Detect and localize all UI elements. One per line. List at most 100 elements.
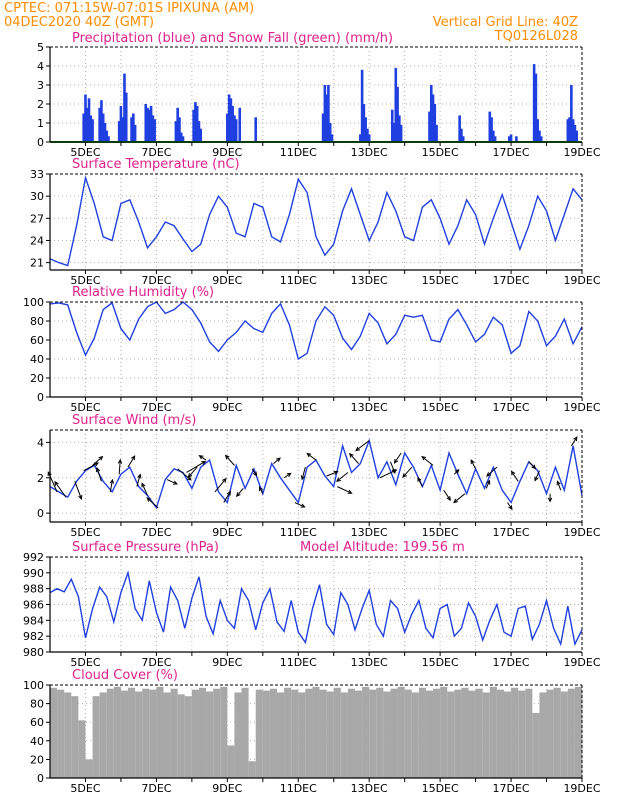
- precip-bar: [321, 113, 325, 142]
- xtick-label: 19DEC: [563, 401, 600, 414]
- wind-vector-head: [276, 457, 281, 462]
- wind-vector: [301, 467, 306, 480]
- wind-vector: [306, 453, 317, 461]
- ytick-label: 33: [30, 168, 44, 181]
- xtick-label: 7DEC: [141, 526, 171, 539]
- cloud-bar: [177, 694, 185, 778]
- cloud-bar: [262, 690, 270, 778]
- cloud-bar: [198, 687, 207, 778]
- ytick-label: 60: [30, 334, 44, 347]
- wind-vector-head: [201, 460, 207, 466]
- wind-vector-head: [531, 464, 537, 470]
- wind-vector: [214, 478, 227, 493]
- ytick-label: 5: [37, 41, 44, 54]
- wind-vector-head: [573, 436, 578, 442]
- precip-bar: [146, 107, 149, 142]
- xtick-label: 9DEC: [212, 526, 242, 539]
- precip-bar: [460, 128, 463, 142]
- panel-title: Precipitation (blue) and Snow Fall (gree…: [72, 31, 393, 46]
- wind-vector-head: [146, 497, 152, 502]
- wind-vector: [188, 466, 198, 478]
- wind-vector-head: [78, 494, 83, 500]
- wind-vector: [570, 436, 578, 447]
- xtick-label: 17DEC: [493, 526, 530, 539]
- precip-bar: [178, 117, 181, 142]
- wind-vector: [136, 474, 141, 487]
- precip-bar: [192, 109, 195, 142]
- ytick-label: 80: [30, 315, 44, 328]
- cloud-bar: [57, 689, 65, 778]
- wind-vector-head: [187, 473, 193, 478]
- xtick-label: 15DEC: [422, 146, 459, 159]
- precip-bar: [123, 73, 126, 142]
- xtick-label: 5DEC: [70, 401, 100, 414]
- wind-vector: [186, 461, 206, 473]
- precip-bar: [181, 136, 185, 142]
- cloud-bar: [312, 686, 320, 778]
- wind-vector: [534, 470, 540, 481]
- wind-vector-head: [224, 454, 230, 460]
- wind-vector-head: [486, 472, 491, 477]
- xtick-label: 17DEC: [493, 146, 530, 159]
- wind-vector: [294, 502, 305, 508]
- xtick-label: 13DEC: [351, 401, 388, 414]
- wind-vector-head: [347, 489, 353, 494]
- panel-3: 0 20 40 60 80 100 5DEC 7DEC 9DEC 11DEC 13DEC 15DEC 1…: [23, 285, 601, 414]
- precip-bar: [84, 94, 87, 142]
- precip-bar: [575, 130, 578, 142]
- xtick-label: 15DEC: [422, 782, 459, 795]
- wind-vector-head: [355, 446, 361, 452]
- series-line-3: [49, 301, 583, 361]
- wind-vector: [421, 456, 434, 466]
- precip-bar: [87, 98, 91, 142]
- cloud-bar: [142, 688, 150, 778]
- cloud-bar: [553, 687, 561, 778]
- precip-bar: [82, 113, 85, 142]
- precip-bar: [367, 134, 371, 142]
- wind-vector: [394, 452, 402, 464]
- wind-vector-head: [306, 452, 312, 458]
- cloud-bar: [128, 687, 136, 778]
- precip-bar: [130, 117, 133, 142]
- cloud-bar: [234, 692, 242, 778]
- wind-vector-head: [258, 486, 263, 492]
- wind-vector: [337, 486, 352, 494]
- precip-bar: [117, 121, 121, 142]
- xtick-label: 15DEC: [422, 274, 459, 287]
- precip-bar: [234, 119, 238, 142]
- xtick-label: 17DEC: [493, 656, 530, 669]
- precip-bar: [119, 105, 123, 142]
- precip-bar: [507, 136, 511, 142]
- cloud-bar: [92, 696, 100, 778]
- cloud-bar: [440, 686, 448, 778]
- series-line-2: [49, 174, 583, 267]
- xtick-label: 19DEC: [563, 146, 600, 159]
- xtick-label: 15DEC: [422, 526, 459, 539]
- ytick-label: 2: [37, 98, 44, 111]
- cloud-bar: [78, 720, 86, 778]
- cloud-bar: [574, 686, 582, 778]
- cloud-bar: [355, 690, 363, 778]
- ytick-label: 100: [23, 679, 44, 692]
- header-grid-line: Vertical Grid Line: 40Z: [433, 15, 578, 30]
- cloud-bar: [532, 712, 540, 778]
- precip-bar: [394, 67, 398, 142]
- ytick-label: 80: [30, 698, 44, 711]
- wind-vector-head: [454, 469, 460, 474]
- wind-vector: [556, 481, 562, 491]
- precip-bar: [362, 104, 366, 142]
- cloud-bar: [206, 691, 214, 778]
- ytick-label: 60: [30, 716, 44, 729]
- wind-vector-head: [547, 497, 553, 503]
- wind-vector: [96, 467, 102, 482]
- precip-bar: [179, 132, 183, 142]
- cloud-bar: [489, 686, 497, 778]
- wind-vector-head: [446, 496, 451, 502]
- cloud-bar: [326, 691, 334, 778]
- xtick-label: 17DEC: [493, 401, 530, 414]
- wind-vector: [349, 453, 359, 464]
- cloud-bar: [149, 689, 157, 778]
- panel-4: 0 2 4 5DEC 7DEC 9DEC 11DEC 13DEC 15DEC 17DEC 19DEC…: [37, 413, 601, 539]
- xtick-label: 11DEC: [280, 782, 317, 795]
- xtick-label: 9DEC: [212, 146, 242, 159]
